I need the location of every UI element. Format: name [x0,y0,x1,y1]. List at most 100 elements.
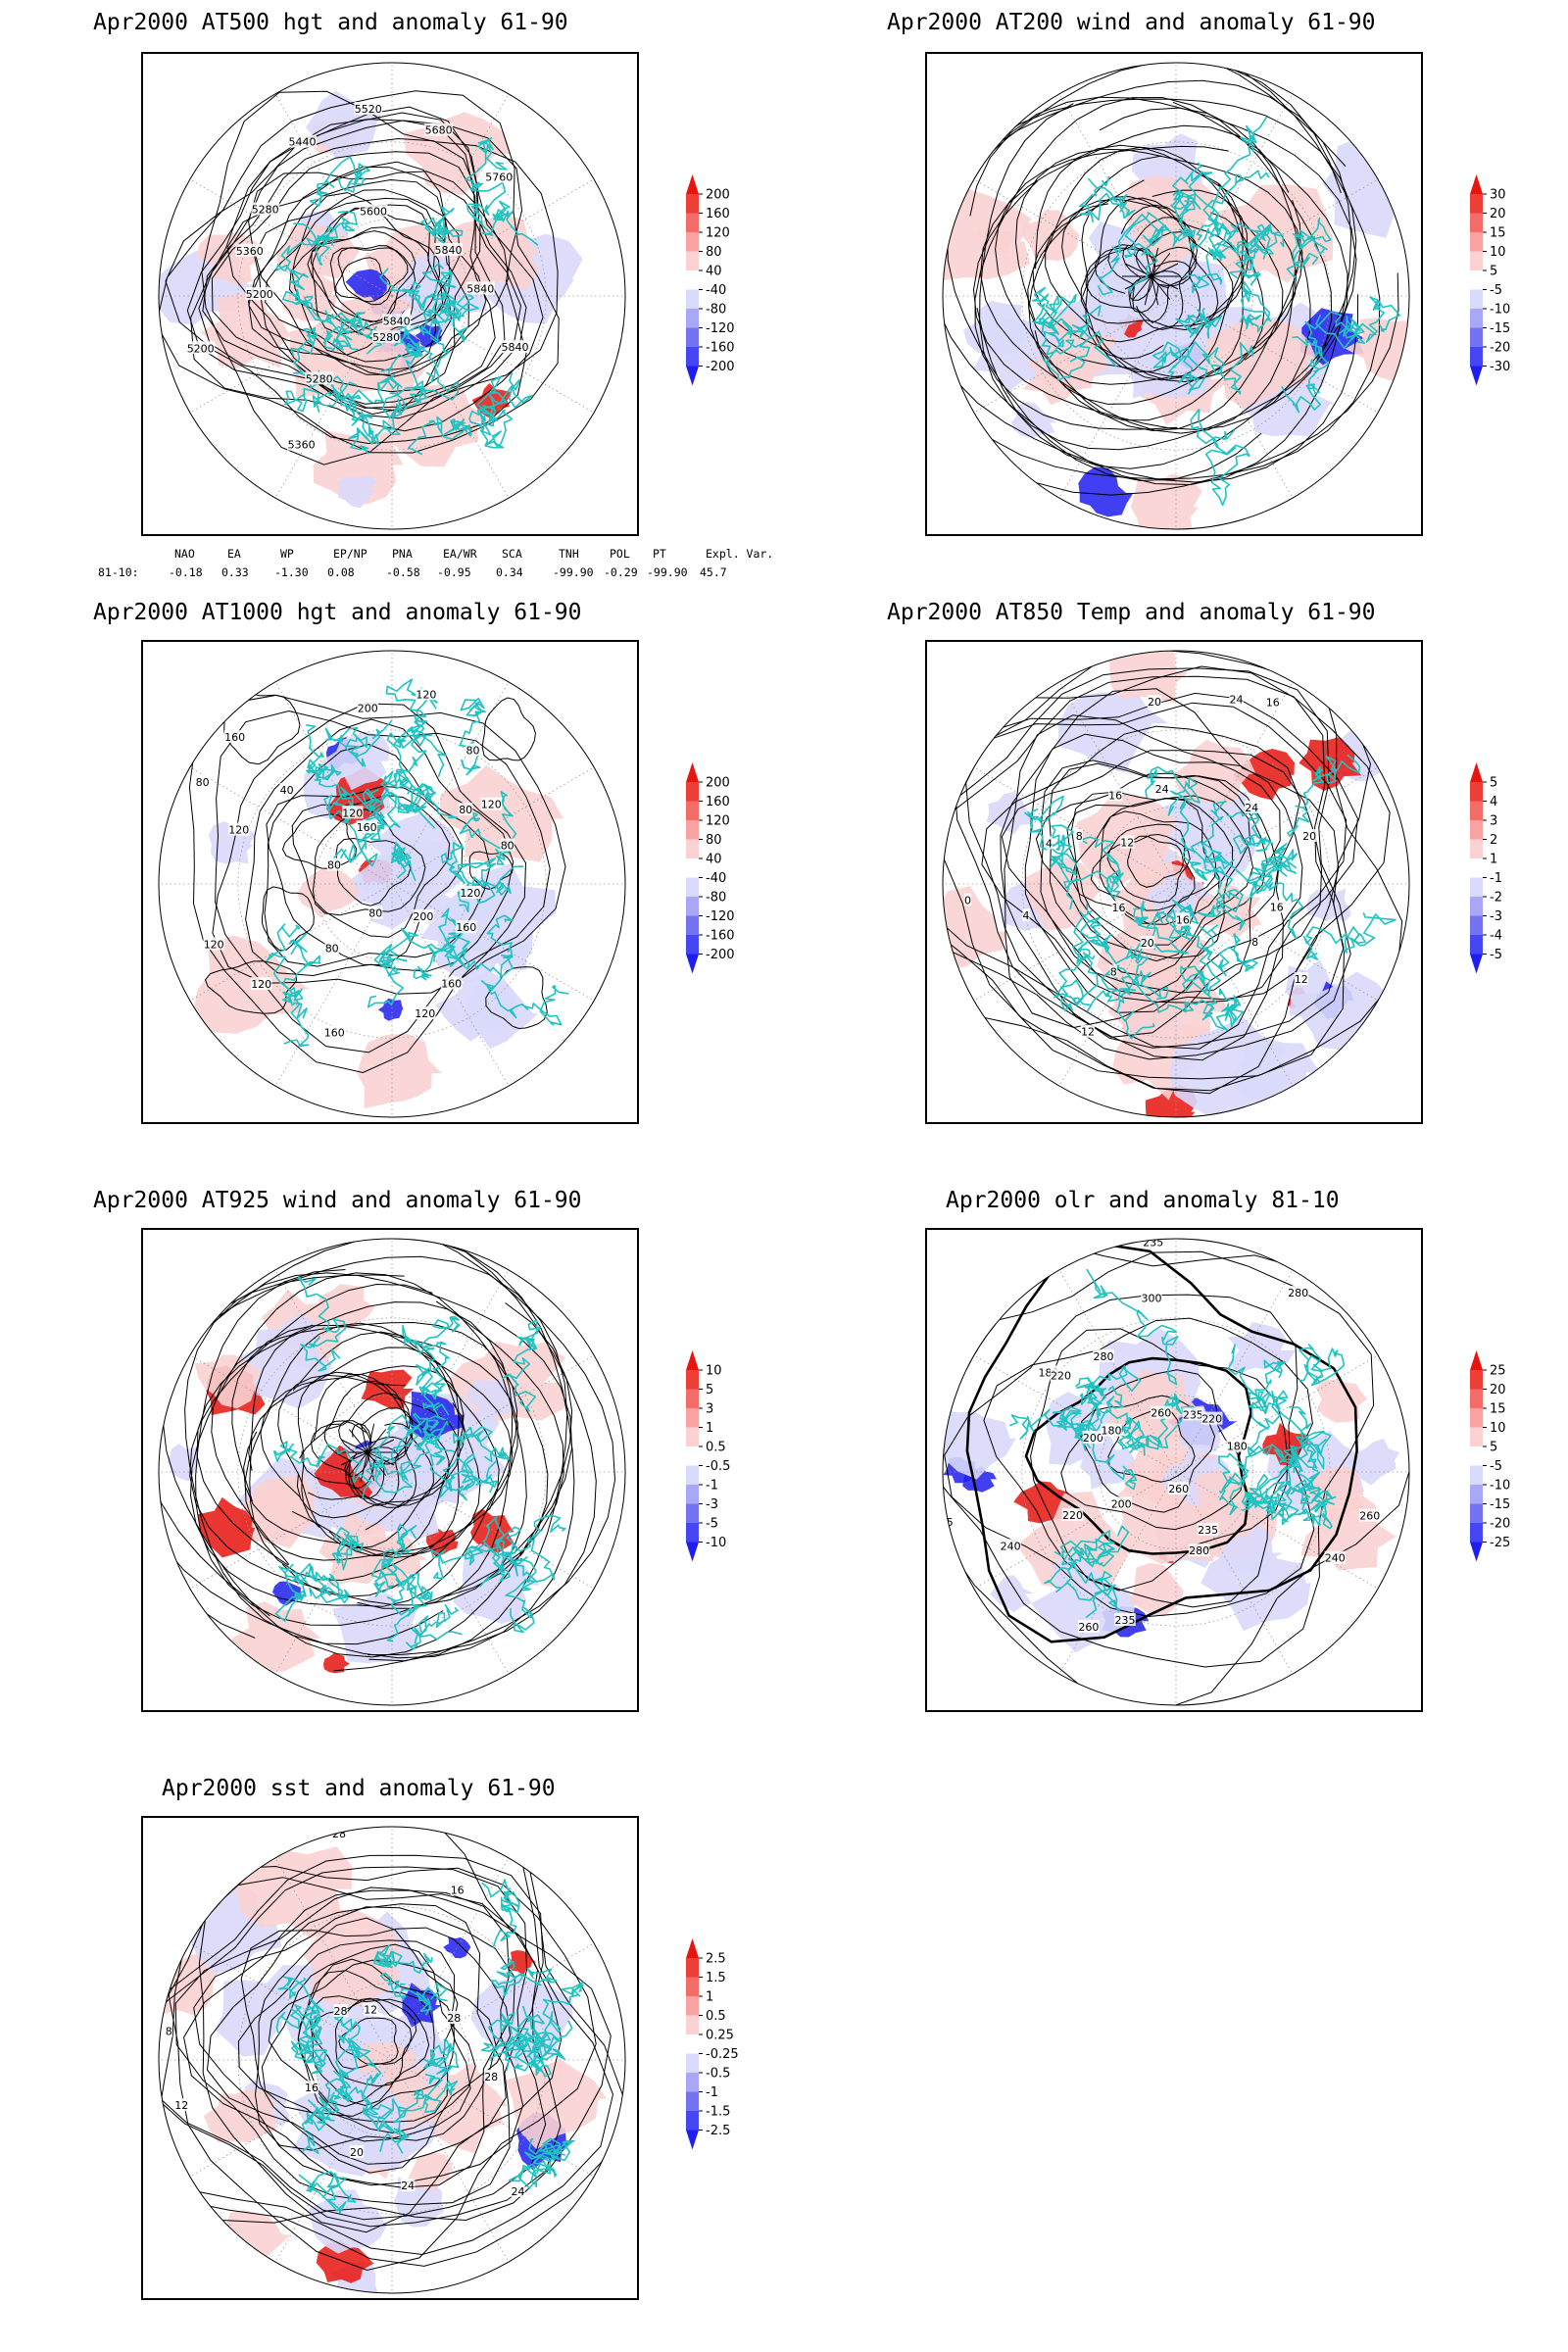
colorbar-label: 120 [706,226,730,241]
contour-line [485,966,548,1030]
contour-label: 300 [1142,1293,1162,1305]
colorbar-swatch [686,1485,699,1504]
positive-anomaly [249,1474,321,1530]
coastline [380,770,435,814]
streamline [1144,275,1152,306]
positive-anomaly [316,2239,375,2283]
contour-label-bg [228,822,250,836]
contour-label-bg [1082,1431,1104,1445]
negative-anomaly [443,1936,471,1959]
negative-anomaly [1078,466,1134,517]
contour-label: 16 [1266,697,1280,710]
contour-line [334,1997,413,2070]
colorbar-label: -2.5 [706,2124,730,2138]
colorbar-bottom-arrow [686,1542,699,1562]
coastline [374,373,428,415]
coastline [310,302,382,355]
colorbar-graphic: 200 160 120 80 40 -40 -80 -120 -160 -200 [686,762,735,974]
coastline [466,200,539,246]
contour-label: 120 [481,799,502,811]
contour-label: 180 [1102,1425,1122,1438]
coastline [1124,211,1196,259]
contour-label-bg [1107,788,1123,802]
negative-anomaly [1169,1017,1293,1117]
coastline [331,808,384,867]
colorbar-label: 5 [706,1383,713,1397]
contour-label-bg [1200,1411,1223,1425]
colorbar-label: 1 [706,1421,713,1436]
colorbar-label: 15 [1490,1402,1506,1417]
colorbar-graphic: 200 160 120 80 40 -40 -80 -120 -160 -200 [686,174,735,386]
negative-anomaly [345,269,388,302]
contour-label: 12 [1120,837,1134,850]
coastline [476,371,534,421]
contour-label: 5440 [289,136,317,149]
colorbar-label: 15 [1490,226,1506,241]
coastline [331,1527,364,1571]
coastline [405,1604,463,1650]
panel-title: Apr2000 AT1000 hgt and anomaly 61-90 [93,600,582,625]
streamline [340,1439,368,1453]
contour-line [943,665,1391,1095]
contour-label: 80 [325,942,339,955]
streamline [195,1269,564,1626]
latitude-circle [315,219,469,373]
colorbar-label: -200 [706,948,735,962]
contour-line [1060,1369,1246,1531]
contour-label-bg [1140,936,1154,949]
contour-label-bg [1324,1550,1347,1564]
colorbar-swatch [1470,327,1483,347]
contour-label-bg [1245,800,1259,813]
colorbar-swatch [686,2034,699,2054]
colorbar-label: -120 [706,321,735,336]
positive-anomaly [407,2152,454,2192]
coastline [379,907,460,977]
streamline [1151,275,1179,290]
colorbar-swatch [1470,251,1483,270]
colorbar: 2.5 1.5 1 0.5 0.25 -0.25 -0.5 -1 -1.5 -2.5 [686,1936,774,2234]
coastline [1097,214,1164,296]
contour-label-bg [195,774,210,788]
colorbar-top-arrow [1470,762,1483,782]
meridian-line [189,1942,393,2061]
contour-label: 5360 [288,439,316,452]
coastline [1200,924,1258,977]
coastline [324,2078,406,2154]
latitude-circle [237,141,547,451]
contour-label: 8 [1251,936,1258,949]
contour-line [1004,714,1323,1038]
coastline [1031,286,1086,381]
contour-label: 28 [334,2005,348,2018]
colorbar-label: 25 [1490,1364,1506,1379]
contour-label-bg [440,976,463,990]
positive-anomaly [943,886,1006,970]
contour-line [1127,835,1184,888]
colorbar-label: 30 [1490,188,1506,203]
coastline [367,943,408,1008]
colorbar-swatch [686,1465,699,1485]
contour-label: 80 [327,859,341,872]
contour-line [943,667,1351,1060]
contour-line [161,1865,597,2272]
colorbar-label: -5 [1490,948,1502,962]
positive-anomaly [297,865,360,918]
coastline [1075,1377,1106,1428]
coastline [408,416,473,456]
contour-line [202,137,506,409]
colorbar-label: -25 [1490,1536,1510,1550]
coastline [266,923,310,1048]
colorbar-label: -15 [1490,321,1510,336]
contour-label-bg [963,893,972,906]
contour-label-bg [1101,1423,1122,1437]
colorbar-swatch [686,1408,699,1428]
colorbar-graphic: 5 4 3 2 1 -1 -2 -3 -4 -5 [1470,762,1502,974]
coastline [348,386,416,455]
latitude-circle [1099,807,1253,961]
contour-label: 120 [251,978,271,991]
colorbar-swatch [686,1523,699,1543]
colorbar-label: 120 [706,814,730,829]
contour-label: 260 [1078,1621,1099,1634]
contour-label: 200 [413,910,433,923]
contour-label-bg [250,977,272,991]
contour-label: 120 [416,688,436,701]
